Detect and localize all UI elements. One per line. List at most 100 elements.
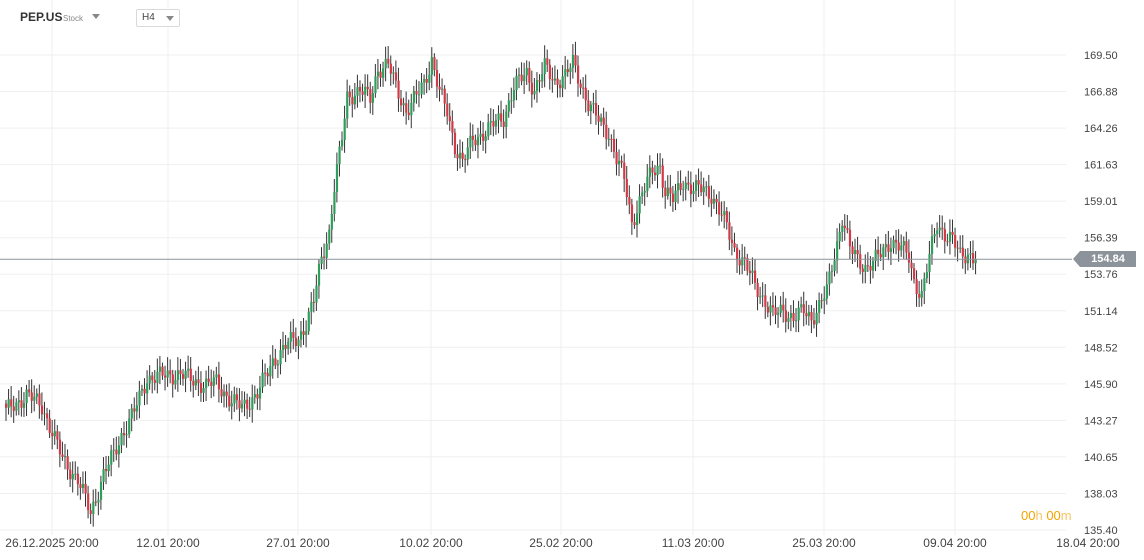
candle-up: [112, 449, 115, 451]
candle-down: [500, 113, 503, 122]
candle-down: [718, 202, 721, 215]
x-tick-label: 10.02 20:00: [399, 536, 463, 550]
candle-down: [897, 242, 900, 251]
candle-up: [22, 403, 26, 408]
chevron-down-icon[interactable]: [92, 14, 100, 19]
candle-up: [53, 431, 56, 437]
candle-down: [766, 306, 770, 313]
candle-down: [605, 124, 608, 140]
candle-down: [266, 373, 269, 377]
candle-down: [810, 312, 813, 321]
y-tick-label: 145.90: [1084, 379, 1118, 391]
candle-down: [115, 449, 118, 455]
candle-down: [105, 468, 108, 472]
chevron-down-icon: [166, 16, 174, 21]
candle-down: [630, 204, 634, 223]
candle-down: [238, 400, 241, 409]
symbol-label[interactable]: PEP.US: [20, 10, 63, 24]
candle-up: [117, 445, 121, 455]
candle-down: [69, 469, 72, 480]
candle-up: [146, 383, 149, 394]
candle-up: [81, 483, 85, 489]
candle-up: [215, 374, 218, 378]
candle-up: [666, 187, 669, 197]
y-tick-label: 135.40: [1084, 525, 1118, 537]
candle-down: [733, 243, 736, 248]
candle-down: [366, 86, 369, 89]
candle-up: [15, 402, 18, 411]
candle-up: [140, 388, 144, 391]
y-tick-label: 151.14: [1084, 306, 1118, 318]
candle-down: [764, 295, 767, 307]
candle-up: [335, 164, 339, 193]
candle-down: [861, 268, 864, 272]
chart-toolbar: PEP.US Stock H4: [0, 0, 300, 34]
candle-down: [248, 408, 251, 410]
candle-down: [820, 300, 823, 302]
candle-down: [294, 337, 298, 346]
candle-up: [646, 176, 649, 192]
candle-down: [284, 344, 287, 349]
x-tick-label: 27.01 20:00: [266, 536, 330, 550]
candle-up: [969, 253, 972, 255]
candle-up: [759, 296, 762, 298]
candle-down: [972, 253, 975, 264]
candle-down: [961, 247, 964, 257]
candle-down: [66, 456, 69, 470]
candle-down: [520, 74, 523, 82]
countdown-hours-unit: h: [1035, 508, 1043, 523]
candle-up: [289, 332, 292, 342]
candle-down: [587, 100, 590, 112]
candle-down: [579, 83, 582, 88]
candle-up: [110, 450, 113, 465]
candle-up: [261, 372, 264, 388]
candle-down: [628, 197, 631, 205]
candle-up: [641, 192, 644, 197]
candle-up: [830, 270, 834, 272]
candle-up: [643, 191, 646, 193]
candle-up: [930, 236, 934, 254]
y-tick-label: 159.01: [1084, 196, 1118, 208]
timeframe-dropdown[interactable]: H4: [136, 9, 180, 27]
candle-down: [556, 78, 559, 85]
candle-up: [92, 501, 95, 515]
candle-down: [256, 394, 259, 399]
candle-up: [779, 304, 782, 313]
candle-down: [774, 307, 777, 315]
candle-down: [369, 88, 372, 103]
candle-down: [133, 408, 136, 412]
candle-up: [920, 291, 923, 298]
candle-down: [687, 182, 690, 185]
candle-up: [741, 257, 744, 266]
candle-down: [756, 282, 759, 298]
candle-up: [494, 120, 498, 127]
candle-down: [358, 86, 362, 92]
candle-down: [915, 279, 918, 294]
candle-up: [684, 182, 687, 190]
y-tick-label: 161.63: [1084, 160, 1118, 172]
candle-up: [148, 375, 151, 384]
candle-up: [800, 304, 803, 308]
candle-up: [125, 434, 128, 436]
symbol-type-label: Stock: [63, 14, 84, 23]
candle-down: [482, 133, 485, 141]
y-tick-label: 164.26: [1084, 123, 1118, 135]
candle-up: [543, 58, 546, 75]
candle-down: [179, 370, 182, 375]
candle-up: [512, 89, 516, 101]
candle-up: [928, 253, 931, 273]
candle-up: [592, 103, 595, 105]
candle-down: [602, 117, 605, 125]
candle-up: [871, 260, 875, 271]
y-tick-label: 153.76: [1084, 269, 1118, 281]
candle-down: [597, 115, 600, 122]
x-tick-label: 25.02 20:00: [529, 536, 593, 550]
candle-up: [341, 139, 344, 147]
candle-down: [546, 58, 549, 65]
candle-up: [305, 331, 308, 335]
candle-down: [264, 372, 267, 374]
candle-up: [459, 152, 462, 159]
candle-up: [936, 230, 939, 235]
candle-up: [102, 468, 105, 482]
